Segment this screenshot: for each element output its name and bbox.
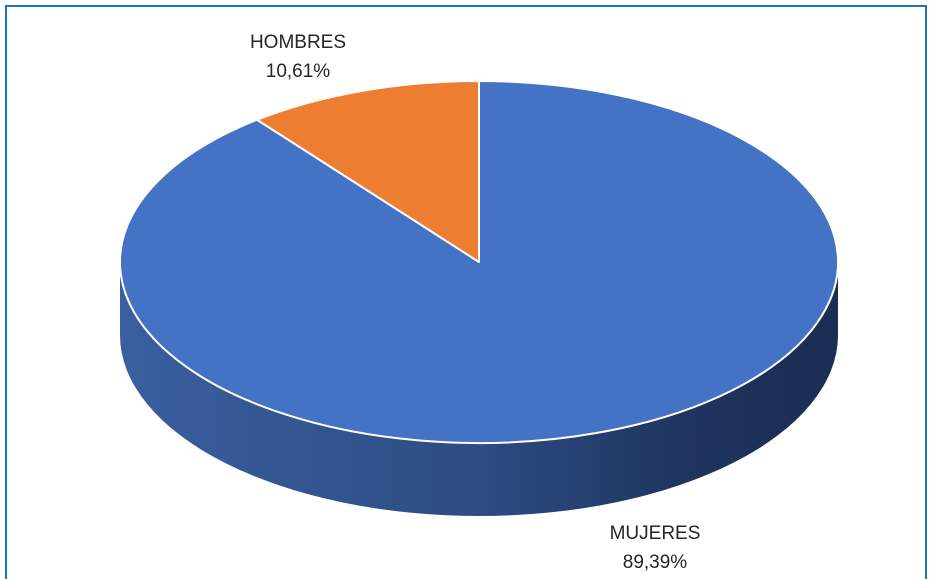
pie-slice-hombres	[256, 80, 480, 263]
slice-label-hombres-name: HOMBRES	[250, 32, 346, 53]
pie-side-wall	[120, 262, 838, 516]
slice-label-mujeres-name: MUJERES	[610, 523, 701, 544]
slice-label-mujeres-value: 89,39%	[623, 552, 688, 573]
slice-label-hombres-value: 10,61%	[266, 61, 331, 82]
